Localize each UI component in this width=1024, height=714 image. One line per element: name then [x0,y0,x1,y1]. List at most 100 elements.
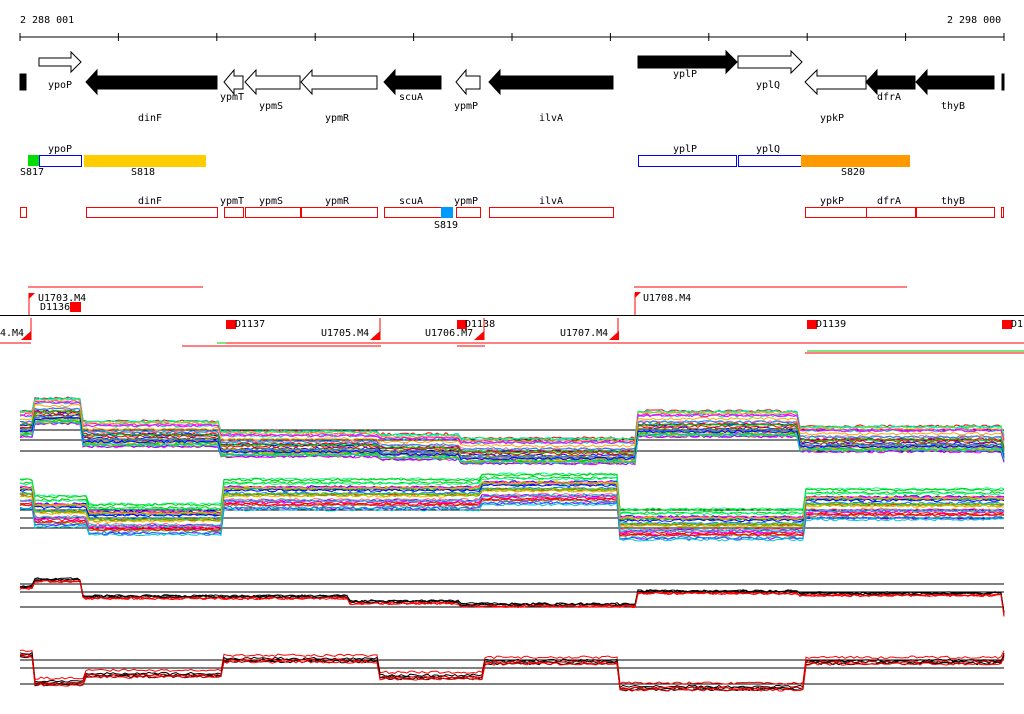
segment-S819[interactable] [441,207,453,218]
ruler-end-label: 2 298 000 [947,15,1001,26]
label-S817: S817 [20,167,44,178]
label-ypmS: ypmS [259,101,283,112]
gene-ypmT[interactable] [223,68,244,96]
flag-U1703[interactable] [29,293,35,299]
cds-label-ypmP: ypmP [454,196,478,207]
cds-thyB[interactable] [916,207,995,218]
expression-panels [19,396,1005,692]
expression-profile-line [19,400,1005,445]
gene-partial-left[interactable] [19,73,27,91]
expression-profile-line [19,475,1005,515]
expression-profile-line [19,482,1004,521]
ruler-start-label: 2 288 001 [20,15,74,26]
cds-scuA[interactable] [384,207,442,218]
flag-U1705[interactable] [370,331,380,340]
expression-profile-line [19,403,1005,448]
cds-partial-right[interactable] [1001,207,1004,218]
label-dfrA: dfrA [877,92,901,103]
expression-profile-line [19,407,1005,451]
expression-profile-line [19,414,1005,458]
label-utr-ypoP: ypoP [48,144,72,155]
cds-label-ilvA: ilvA [539,196,563,207]
label-yplQ: yplQ [756,80,780,91]
label-ypkP: ypkP [820,113,844,124]
cds-label-ypkP: ypkP [820,196,844,207]
flag-U1707[interactable] [609,331,619,340]
flag-U1704[interactable] [21,331,31,340]
segment-S820[interactable] [801,155,910,167]
cds-ypmS[interactable] [245,207,301,218]
box-D1137[interactable] [226,320,236,329]
gene-labels: ypoP dinF ypmT ypmS ypmR scuA ypmP ilvA … [48,69,965,124]
cds-dinF[interactable] [86,207,218,218]
box-D1136[interactable] [70,302,81,312]
cds-label-dfrA: dfrA [877,196,901,207]
label-thyB: thyB [941,101,965,112]
label-dinF: dinF [138,113,162,124]
label-U1708: U1708.M4 [643,293,691,304]
cds-label-ypmR: ypmR [325,196,350,207]
cds-label-thyB: thyB [941,196,965,207]
expression-profile-line [19,653,1005,690]
label-U1706: U1706.M7 [425,328,473,339]
label-ypmR: ypmR [325,113,350,124]
utr-ypoP[interactable] [39,155,82,167]
utr-yplQ[interactable] [738,155,802,167]
gene-dfrA[interactable] [865,68,916,96]
cds-labels: dinF ypmT ypmS ypmR scuA ypmP ilvA ypkP … [138,196,965,231]
gene-partial-right[interactable] [1001,73,1005,91]
gene-ilvA[interactable] [488,68,614,96]
expression-profile-line [19,579,1005,616]
cds-ypmP[interactable] [456,207,481,218]
cds-dfrA[interactable] [866,207,916,218]
cds-ypkP[interactable] [805,207,867,218]
box-D1138[interactable] [457,320,467,329]
box-D1140[interactable] [1002,320,1012,329]
gene-scuA[interactable] [383,68,442,96]
expression-profile-line [19,411,1005,456]
label-D1136: D1136 [40,302,70,313]
label-D1139: D1139 [816,319,846,330]
expression-profile-line [19,476,1005,516]
gene-ypmR[interactable] [300,68,378,96]
feature-track: U1703.M4 D1136 4.M4 D1137 U1705.M4 U1706… [0,286,1024,354]
segment-track: ypoP S817 S818 yplP yplQ S820 [20,144,910,178]
expression-profile-line [19,410,1005,454]
flag-U1706[interactable] [474,331,484,340]
expression-profile-line [19,397,1005,441]
cds-track [20,207,1004,218]
cds-ilvA[interactable] [489,207,614,218]
gene-yplQ[interactable] [737,49,803,75]
coordinate-ruler: 2 288 001 2 298 000 [19,15,1005,41]
label-yplP: yplP [673,69,697,80]
cds-ypmR[interactable] [301,207,378,218]
gene-ypoP[interactable] [38,50,82,74]
gene-dinF[interactable] [85,68,218,96]
gene-ypmS[interactable] [244,68,301,96]
expression-profile-line [19,421,1005,466]
label-ypoP: ypoP [48,80,72,91]
label-D1140: D11 [1011,319,1024,330]
gene-track [19,49,1005,96]
expression-profile-line [19,486,1004,525]
expression-profile-line [19,578,1005,613]
expression-profile-line [19,502,1005,542]
label-ypmT: ypmT [220,92,244,103]
gene-yplP[interactable] [637,49,738,75]
cds-label-ypmT: ypmT [220,196,244,207]
cds-partial-left[interactable] [20,207,27,218]
box-D1139[interactable] [807,320,817,329]
gene-ypmP[interactable] [455,68,481,96]
gene-thyB[interactable] [915,68,995,96]
gene-ypkP[interactable] [804,68,867,96]
flag-U1708[interactable] [635,292,641,298]
utr-yplP[interactable] [638,155,737,167]
segment-S817[interactable] [28,155,39,166]
label-S820: S820 [841,167,865,178]
segment-S818[interactable] [84,155,206,167]
expression-profile-line [20,494,1005,533]
expression-profile-line [19,497,1005,537]
label-U1705: U1705.M4 [321,328,369,339]
cds-ypmT[interactable] [224,207,244,218]
